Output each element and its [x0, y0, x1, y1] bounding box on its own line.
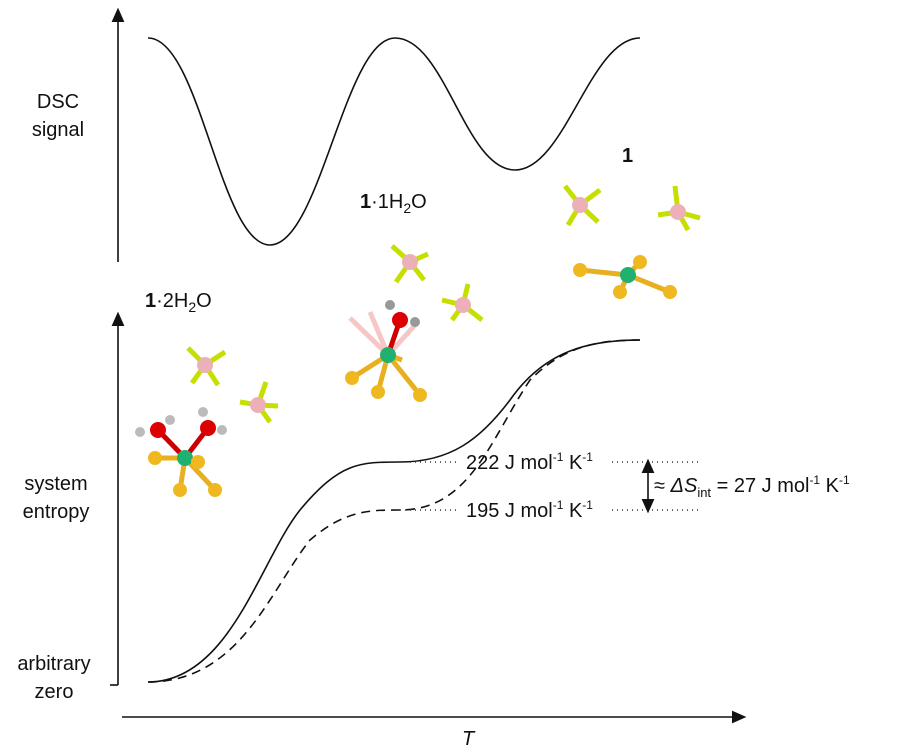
text-part: 1	[360, 191, 371, 213]
text-part: 2	[188, 299, 196, 315]
entropy-annotation: 195 J mol-1 K-1	[466, 498, 593, 522]
delta-annotation: ≈ ΔSint = 27 J mol-1 K-1	[654, 473, 850, 500]
axis-label: arbitrary	[17, 653, 90, 675]
molecule	[135, 346, 279, 497]
dsc-curve	[147, 37, 641, 246]
text-part: 1	[145, 290, 156, 312]
axis-label: zero	[35, 681, 74, 703]
axis-label: DSC	[37, 91, 79, 113]
text-part: K	[820, 475, 840, 497]
text-part: O	[411, 191, 427, 213]
axis-label: T	[462, 728, 476, 749]
text-part: K	[563, 452, 583, 474]
axis-label: entropy	[23, 501, 90, 523]
text-part: -1	[582, 450, 593, 464]
text-part: int	[697, 485, 711, 500]
molecule	[345, 244, 484, 402]
text-part: 222 J mol	[466, 452, 553, 474]
axis-label: signal	[32, 119, 84, 141]
text-part: ΔS	[670, 475, 698, 497]
entropy-curve	[147, 339, 641, 683]
species-label: 1·2H2O	[145, 290, 212, 315]
text-part: -1	[553, 498, 564, 512]
text-part: ≈	[654, 475, 671, 497]
species-label: 1·1H2O	[360, 191, 427, 216]
text-part: O	[196, 290, 212, 312]
text-part: -1	[809, 473, 820, 487]
entropy-annotation: 222 J mol-1 K-1	[466, 450, 593, 474]
text-part: = 27 J mol	[711, 475, 809, 497]
text-part: -1	[553, 450, 564, 464]
text-part: 195 J mol	[466, 500, 553, 522]
molecule	[563, 184, 701, 299]
text-part: ·2H	[156, 290, 188, 312]
axis-label: system	[24, 473, 87, 495]
text-part: -1	[839, 473, 850, 487]
species-label: 1	[622, 145, 633, 167]
text-part: ·1H	[371, 191, 403, 213]
text-part: K	[563, 500, 583, 522]
text-part: 2	[403, 200, 411, 216]
text-part: -1	[582, 498, 593, 512]
